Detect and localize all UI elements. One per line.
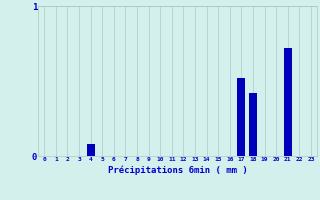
Bar [284, 48, 292, 156]
Bar [237, 78, 245, 156]
Bar [249, 93, 257, 156]
X-axis label: Précipitations 6min ( mm ): Précipitations 6min ( mm ) [108, 165, 247, 175]
Bar [86, 144, 95, 156]
